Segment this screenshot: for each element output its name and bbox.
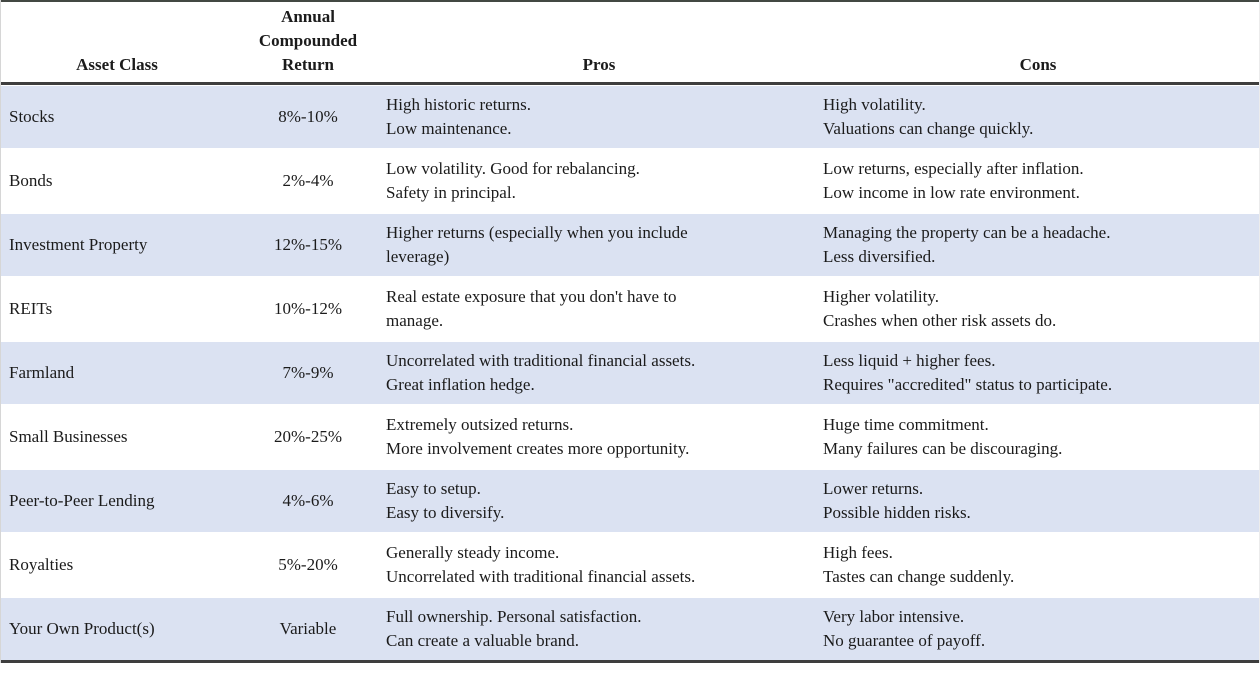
- return-cell: 7%-9%: [282, 363, 334, 382]
- table-row: Farmland 7%-9% Uncorrelated with traditi…: [1, 342, 1259, 404]
- asset-class-cell: Royalties: [9, 555, 74, 574]
- return-cell: 20%-25%: [274, 427, 342, 446]
- pros-cell: Full ownership. Personal satisfaction. C…: [386, 607, 642, 650]
- table-row: Peer-to-Peer Lending 4%-6% Easy to setup…: [1, 470, 1259, 532]
- cons-cell: Less liquid + higher fees. Requires "acc…: [823, 351, 1113, 394]
- column-header-asset-class: Asset Class: [76, 55, 158, 74]
- return-cell: 8%-10%: [278, 107, 338, 126]
- column-header-cons: Cons: [1019, 55, 1057, 74]
- cons-cell: High fees. Tastes can change suddenly.: [823, 543, 1015, 586]
- asset-class-cell: Your Own Product(s): [9, 619, 155, 638]
- table-row: Bonds 2%-4% Low volatility. Good for reb…: [1, 150, 1259, 212]
- pros-cell: Generally steady income. Uncorrelated wi…: [386, 543, 696, 586]
- table-row: REITs 10%-12% Real estate exposure that …: [1, 278, 1259, 340]
- cons-cell: High volatility. Valuations can change q…: [823, 95, 1034, 138]
- pros-cell: Uncorrelated with traditional financial …: [386, 351, 696, 394]
- return-cell: 4%-6%: [282, 491, 334, 510]
- asset-class-cell: Bonds: [9, 171, 53, 190]
- table-row: Small Businesses 20%-25% Extremely outsi…: [1, 406, 1259, 468]
- asset-class-comparison-table: Asset Class Annual Compounded Return Pro…: [0, 0, 1260, 663]
- asset-class-cell: Small Businesses: [9, 427, 128, 446]
- cons-cell: Lower returns. Possible hidden risks.: [823, 479, 971, 522]
- asset-class-cell: Stocks: [9, 107, 55, 126]
- table-row: Stocks 8%-10% High historic returns. Low…: [1, 86, 1259, 148]
- asset-class-cell: Farmland: [9, 363, 75, 382]
- return-cell: 10%-12%: [274, 299, 342, 318]
- cons-cell: Very labor intensive. No guarantee of pa…: [823, 607, 986, 650]
- return-cell: 5%-20%: [278, 555, 338, 574]
- table-row: Your Own Product(s) Variable Full owners…: [1, 598, 1259, 660]
- table-body: Stocks 8%-10% High historic returns. Low…: [1, 85, 1259, 663]
- cons-cell: Managing the property can be a headache.…: [823, 223, 1111, 266]
- return-cell: 12%-15%: [274, 235, 342, 254]
- table-row: Royalties 5%-20% Generally steady income…: [1, 534, 1259, 596]
- cons-cell: Huge time commitment. Many failures can …: [823, 415, 1063, 458]
- cons-cell: Higher volatility. Crashes when other ri…: [823, 287, 1057, 330]
- column-header-pros: Pros: [582, 55, 616, 74]
- pros-cell: Easy to setup. Easy to diversify.: [386, 479, 505, 522]
- top-rule: [1, 0, 1259, 2]
- return-cell: 2%-4%: [282, 171, 334, 190]
- pros-cell: High historic returns. Low maintenance.: [386, 95, 531, 138]
- table-header: Asset Class Annual Compounded Return Pro…: [1, 2, 1259, 85]
- table-row: Investment Property 12%-15% Higher retur…: [1, 214, 1259, 276]
- pros-cell: Low volatility. Good for rebalancing. Sa…: [386, 159, 640, 202]
- asset-class-cell: Peer-to-Peer Lending: [9, 491, 155, 510]
- pros-cell: Higher returns (especially when you incl…: [386, 223, 688, 266]
- column-header-annual-compounded-return: Annual Compounded Return: [258, 7, 358, 74]
- asset-class-cell: Investment Property: [9, 235, 148, 254]
- pros-cell: Extremely outsized returns. More involve…: [386, 415, 690, 458]
- return-cell: Variable: [279, 619, 337, 638]
- cons-cell: Low returns, especially after inflation.…: [823, 159, 1084, 202]
- pros-cell: Real estate exposure that you don't have…: [386, 287, 677, 330]
- asset-class-cell: REITs: [9, 299, 53, 318]
